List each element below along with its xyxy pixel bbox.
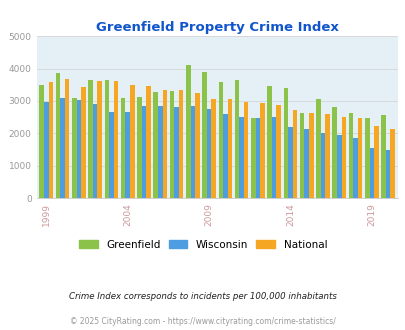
Bar: [243, 102, 248, 198]
Bar: [121, 98, 125, 198]
Bar: [288, 127, 292, 198]
Bar: [369, 148, 373, 198]
Bar: [169, 91, 174, 198]
Bar: [299, 113, 304, 198]
Bar: [206, 109, 211, 198]
Bar: [234, 80, 239, 198]
Bar: [97, 81, 102, 198]
Bar: [227, 99, 232, 198]
Bar: [174, 107, 178, 198]
Bar: [218, 82, 222, 198]
Bar: [348, 113, 352, 198]
Bar: [194, 93, 199, 198]
Bar: [341, 117, 345, 198]
Bar: [332, 107, 336, 198]
Title: Greenfield Property Crime Index: Greenfield Property Crime Index: [96, 21, 338, 34]
Text: © 2025 CityRating.com - https://www.cityrating.com/crime-statistics/: © 2025 CityRating.com - https://www.city…: [70, 317, 335, 326]
Bar: [239, 117, 243, 198]
Bar: [315, 99, 320, 198]
Bar: [266, 86, 271, 198]
Bar: [162, 90, 167, 198]
Bar: [304, 129, 308, 198]
Bar: [146, 86, 150, 198]
Bar: [104, 80, 109, 198]
Bar: [260, 103, 264, 198]
Bar: [77, 100, 81, 198]
Bar: [130, 85, 134, 198]
Bar: [292, 110, 296, 198]
Bar: [39, 85, 44, 198]
Bar: [185, 65, 190, 198]
Bar: [385, 150, 390, 198]
Bar: [137, 97, 141, 198]
Bar: [65, 79, 69, 198]
Bar: [158, 107, 162, 198]
Bar: [276, 105, 280, 198]
Bar: [308, 113, 313, 198]
Bar: [49, 82, 53, 198]
Bar: [55, 73, 60, 198]
Legend: Greenfield, Wisconsin, National: Greenfield, Wisconsin, National: [75, 236, 330, 254]
Bar: [178, 90, 183, 198]
Bar: [283, 88, 288, 198]
Bar: [88, 80, 93, 198]
Bar: [190, 106, 194, 198]
Bar: [255, 118, 260, 198]
Bar: [109, 112, 113, 198]
Bar: [380, 115, 385, 198]
Bar: [390, 129, 394, 198]
Bar: [72, 98, 77, 198]
Bar: [211, 99, 215, 198]
Bar: [113, 81, 118, 198]
Bar: [153, 92, 158, 198]
Text: Crime Index corresponds to incidents per 100,000 inhabitants: Crime Index corresponds to incidents per…: [69, 292, 336, 301]
Bar: [352, 138, 357, 198]
Bar: [250, 118, 255, 198]
Bar: [60, 98, 65, 198]
Bar: [202, 72, 206, 198]
Bar: [44, 102, 49, 198]
Bar: [81, 87, 85, 198]
Bar: [357, 118, 362, 198]
Bar: [125, 112, 130, 198]
Bar: [271, 117, 276, 198]
Bar: [141, 107, 146, 198]
Bar: [324, 114, 329, 198]
Bar: [336, 135, 341, 198]
Bar: [93, 104, 97, 198]
Bar: [222, 114, 227, 198]
Bar: [373, 126, 378, 198]
Bar: [364, 118, 369, 198]
Bar: [320, 133, 324, 198]
